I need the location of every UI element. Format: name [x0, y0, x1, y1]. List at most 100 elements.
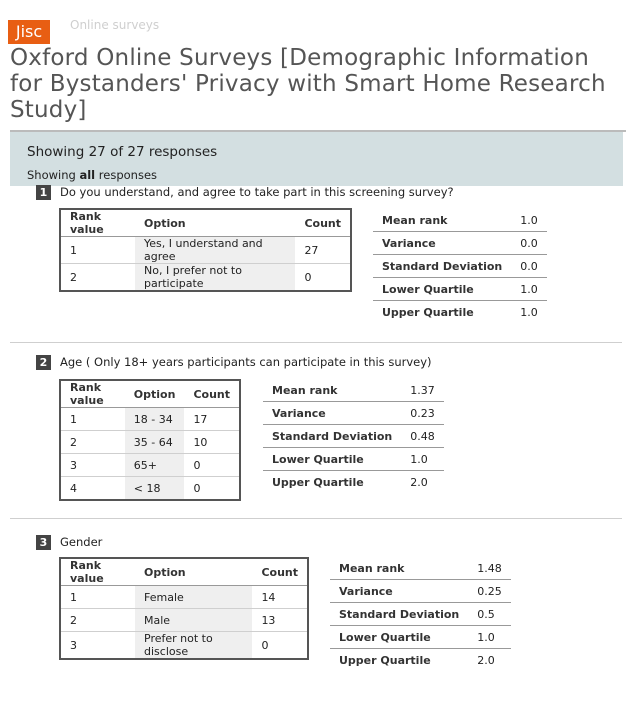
- stat-value: 1.48: [468, 557, 511, 580]
- stat-row: Mean rank 1.37: [263, 379, 444, 402]
- count-cell: 17: [184, 407, 240, 431]
- stat-value: 0.25: [468, 579, 511, 603]
- response-summary: Showing 27 of 27 responses Showing all r…: [10, 132, 623, 186]
- stat-row: Lower Quartile 1.0: [330, 625, 511, 649]
- filter-suffix: responses: [95, 168, 158, 182]
- stat-value: 1.0: [511, 277, 547, 301]
- count-cell: 13: [252, 608, 308, 632]
- option-cell: 18 - 34: [124, 407, 185, 431]
- stat-label: Variance: [330, 579, 469, 603]
- stat-label: Upper Quartile: [272, 475, 364, 489]
- stat-label: Upper Quartile: [339, 653, 431, 667]
- table-row: 1 Female 14: [60, 585, 308, 609]
- option-cell: Female: [135, 585, 253, 609]
- header-rank-value: Rank value: [60, 380, 125, 408]
- filter-bold: all: [79, 168, 96, 182]
- rank-cell: 1: [60, 585, 135, 609]
- stat-value: 0.0: [511, 254, 547, 278]
- stat-row: Variance 0.23: [263, 401, 444, 425]
- rank-cell: 4: [70, 481, 77, 495]
- stat-label: Variance: [373, 231, 512, 255]
- stat-value: 2.0: [477, 653, 495, 667]
- options-table: Rank value Option Count 1 Female 14 2 Ma…: [59, 557, 309, 660]
- stat-value: 0.5: [468, 602, 511, 626]
- count-cell: 0: [304, 270, 312, 284]
- header-count: Count: [295, 209, 351, 237]
- table-row: 1 18 - 34 17: [60, 407, 240, 431]
- stat-row: Standard Deviation 0.48: [263, 424, 444, 448]
- table-row: 2 Male 13: [60, 608, 308, 632]
- statistics-table: Mean rank 1.37 Variance 0.23 Standard Devi…: [263, 379, 444, 493]
- option-cell: Yes, I understand and agree: [135, 236, 296, 264]
- count-cell: 0: [261, 638, 269, 652]
- count-cell: 27: [295, 236, 351, 264]
- table-row: 3 Prefer not to disclose 0: [60, 631, 308, 659]
- stat-row: Lower Quartile 1.0: [263, 447, 444, 471]
- stat-row: Upper Quartile 2.0: [330, 649, 511, 672]
- stat-label: Lower Quartile: [373, 277, 512, 301]
- stat-value: 0.0: [511, 231, 547, 255]
- jisc-logo[interactable]: Jisc: [8, 20, 50, 44]
- question-heading: 3 Gender: [36, 534, 102, 550]
- stat-label: Standard Deviation: [263, 424, 402, 448]
- rank-cell: 1: [60, 407, 125, 431]
- question-text: Age ( Only 18+ years participants can pa…: [60, 355, 432, 369]
- option-cell: 65+: [124, 453, 185, 477]
- question-number: 2: [36, 354, 51, 370]
- header-rank-value: Rank value: [60, 558, 135, 586]
- stat-row: Standard Deviation 0.0: [373, 254, 547, 278]
- stat-value: 1.0: [511, 209, 547, 232]
- site-name[interactable]: Online surveys: [70, 18, 160, 32]
- statistics-table: Mean rank 1.48 Variance 0.25 Standard Devi…: [330, 557, 511, 671]
- rank-cell: 2: [60, 430, 125, 454]
- question-divider: [10, 342, 622, 343]
- stat-label: Variance: [263, 401, 402, 425]
- filter-prefix: Showing: [27, 168, 80, 182]
- stat-label: Mean rank: [330, 557, 469, 580]
- stat-label: Lower Quartile: [263, 447, 402, 471]
- header-option: Option: [124, 380, 185, 408]
- stat-label: Standard Deviation: [330, 602, 469, 626]
- stat-value: 1.0: [520, 305, 538, 319]
- question-number: 1: [36, 184, 51, 200]
- showing-count: Showing 27 of 27 responses: [27, 144, 218, 160]
- rank-cell: 2: [70, 270, 77, 284]
- question-heading: 2 Age ( Only 18+ years participants can …: [36, 354, 432, 370]
- stat-row: Standard Deviation 0.5: [330, 602, 511, 626]
- header-option: Option: [135, 558, 253, 586]
- options-table: Rank value Option Count 1 Yes, I underst…: [59, 208, 352, 292]
- stat-label: Standard Deviation: [373, 254, 512, 278]
- stat-value: 0.48: [401, 424, 444, 448]
- option-cell: No, I prefer not to participate: [135, 263, 296, 291]
- stat-value: 1.37: [401, 379, 444, 402]
- page-title: Oxford Online Surveys [Demographic Infor…: [10, 45, 606, 123]
- site-header: Jisc Online surveys: [0, 0, 626, 45]
- stat-value: 0.23: [401, 401, 444, 425]
- options-table: Rank value Option Count 1 18 - 34 17 2 3…: [59, 379, 241, 501]
- stat-label: Mean rank: [373, 209, 512, 232]
- stat-row: Upper Quartile 1.0: [373, 301, 547, 324]
- option-cell: 35 - 64: [124, 430, 185, 454]
- option-cell: < 18: [124, 476, 185, 500]
- title-divider: [10, 130, 626, 132]
- question-text: Do you understand, and agree to take par…: [60, 185, 454, 199]
- header-rank-value: Rank value: [60, 209, 135, 237]
- count-cell: 14: [252, 585, 308, 609]
- table-row: 3 65+ 0: [60, 453, 240, 477]
- stat-row: Mean rank 1.48: [330, 557, 511, 580]
- question-number: 3: [36, 534, 51, 550]
- table-row: 2 35 - 64 10: [60, 430, 240, 454]
- stat-row: Upper Quartile 2.0: [263, 471, 444, 494]
- stat-value: 1.0: [468, 625, 511, 649]
- option-cell: Prefer not to disclose: [135, 631, 253, 659]
- stat-value: 2.0: [410, 475, 428, 489]
- count-cell: 0: [193, 481, 201, 495]
- stat-row: Lower Quartile 1.0: [373, 277, 547, 301]
- header-count: Count: [184, 380, 240, 408]
- header-option: Option: [135, 209, 296, 237]
- option-cell: Male: [135, 608, 253, 632]
- showing-filter: Showing all responses: [27, 168, 157, 182]
- stat-label: Lower Quartile: [330, 625, 469, 649]
- table-row: 4 < 18 0: [60, 476, 240, 500]
- header-count: Count: [252, 558, 308, 586]
